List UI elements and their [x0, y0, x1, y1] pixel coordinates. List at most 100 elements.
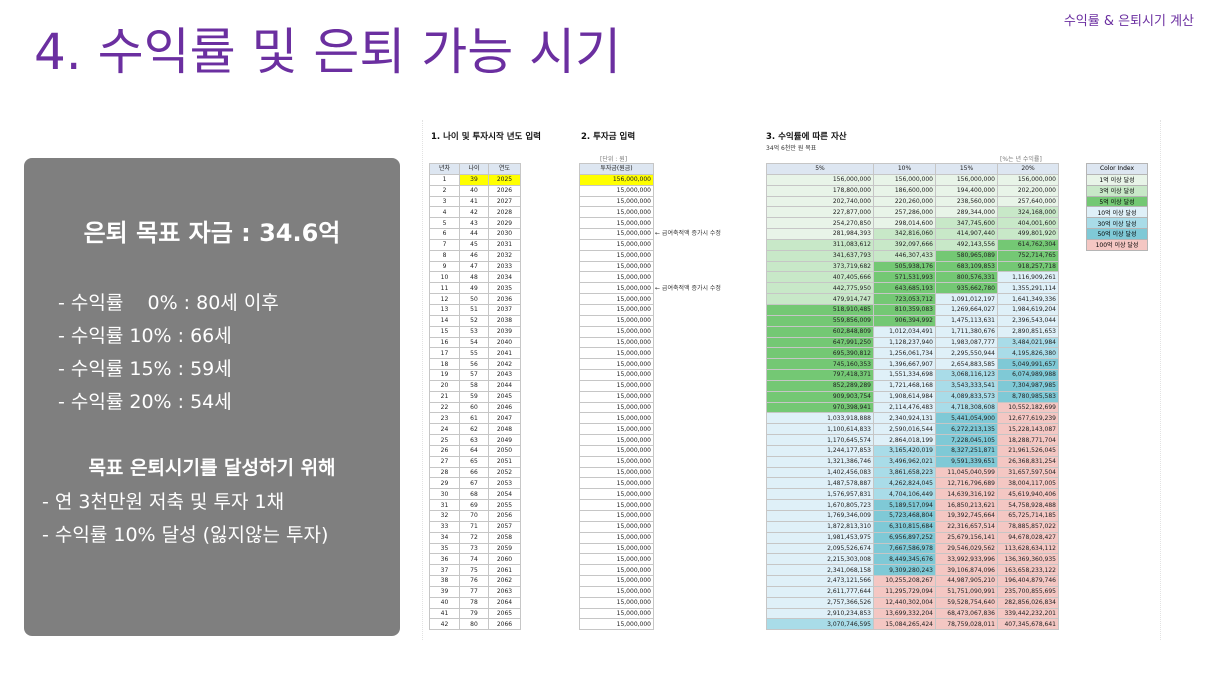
- table-cell: 47: [459, 260, 489, 273]
- table-row: 518,910,485 810,359,083 1,269,664,027 1,984…: [766, 303, 1059, 316]
- column-header: 15%: [935, 163, 998, 175]
- table-row: 15,000,000: [579, 206, 654, 219]
- table-cell: 38,004,117,005: [997, 477, 1059, 490]
- table-row: 15,000,000: [579, 217, 654, 230]
- table-cell: 2048: [488, 423, 521, 436]
- table-cell: 11,045,040,599: [935, 466, 998, 479]
- table-cell: 1,033,918,888: [766, 412, 874, 425]
- table-cell: 8: [429, 249, 460, 262]
- table-cell: 4,262,824,045: [873, 477, 936, 490]
- table-cell: 2,295,550,944: [935, 347, 998, 360]
- table-row: 2,095,526,674 7,667,586,978 29,546,029,562…: [766, 542, 1059, 555]
- table-cell: 26,368,831,254: [997, 455, 1059, 468]
- table-cell: 36: [429, 553, 460, 566]
- table-cell: 15,000,000: [579, 607, 654, 620]
- table-cell: 43: [459, 217, 489, 230]
- legend-header-row: Color Index: [1086, 163, 1148, 175]
- table-cell: 1,981,453,975: [766, 531, 874, 544]
- table-cell: 15,000,000: [579, 314, 654, 327]
- table-cell: 15,000,000: [579, 195, 654, 208]
- table-row: 15,000,000: [579, 195, 654, 208]
- plan-subtitle: 목표 은퇴시기를 달성하기 위해: [88, 457, 336, 479]
- table-cell: 31: [429, 499, 460, 511]
- table-cell: 342,816,060: [873, 228, 936, 240]
- table-cell: 16: [429, 336, 460, 349]
- table-row: 42 80 2066: [429, 618, 521, 631]
- table-cell: 1,170,645,574: [766, 434, 874, 446]
- table-row: 41 79 2065: [429, 607, 521, 620]
- table-cell: 499,801,920: [997, 228, 1059, 240]
- column-header: 투자금(원금): [579, 163, 654, 175]
- table-cell: 13,699,332,204: [873, 607, 936, 620]
- table-cell: 15,000,000: [579, 542, 654, 555]
- table-cell: 163,658,233,122: [997, 564, 1059, 577]
- table-cell: 647,991,250: [766, 336, 874, 349]
- table-cell: 15,000,000: [579, 228, 654, 240]
- table-cell: 51: [459, 303, 489, 316]
- table-cell: 6,310,815,684: [873, 520, 936, 533]
- table-cell: 1,721,468,168: [873, 379, 936, 392]
- table-cell: 341,637,793: [766, 249, 874, 262]
- table-cell: 44: [459, 228, 489, 240]
- legend-item: 50억 이상 달성: [1086, 228, 1148, 240]
- table-row: 15,000,000: [579, 314, 654, 327]
- column-header: 나이: [459, 163, 489, 175]
- table-row: 2,215,303,008 8,449,345,676 33,992,933,996…: [766, 553, 1059, 566]
- table-row: 28 66 2052: [429, 466, 521, 479]
- table-cell: 6,272,213,135: [935, 423, 998, 436]
- table-cell: 14,639,316,192: [935, 488, 998, 501]
- table-cell: 505,938,176: [873, 260, 936, 273]
- table-row: 5 43 2029: [429, 217, 521, 230]
- table-cell: 3,496,962,021: [873, 455, 936, 468]
- unit-label: [단위 : 원]: [600, 156, 628, 163]
- age-year-table: 년차 나이 연도 1 39 2025 2 40 2026 3 41 2027 4 42 2028 5 43 202…: [429, 163, 521, 631]
- table-cell: 62: [459, 423, 489, 436]
- table-cell: 15,000,000: [579, 347, 654, 360]
- rate-line-0: - 수익률 0% : 80세 이후: [58, 292, 279, 314]
- table-cell: 5,723,468,804: [873, 510, 936, 522]
- legend-title: Color Index: [1086, 163, 1148, 175]
- grid-divider: [422, 120, 424, 640]
- table-row: 35 73 2059: [429, 542, 521, 555]
- table-cell: 15,000,000: [579, 184, 654, 197]
- asset-table: 5% 10% 15% 20% 156,000,000 156,000,000 156,000…: [766, 163, 1059, 631]
- table-cell: 8,449,345,676: [873, 553, 936, 566]
- table-cell: 56: [459, 358, 489, 371]
- table-cell: 1,355,291,114: [997, 282, 1059, 295]
- table-row: 15 53 2039: [429, 325, 521, 338]
- table-cell: 156,000,000: [935, 173, 998, 186]
- table-cell: 29: [429, 477, 460, 490]
- table-cell: 14: [429, 314, 460, 327]
- table-row: 15,000,000: [579, 542, 654, 555]
- table-row: 15,000,000: [579, 238, 654, 251]
- table-cell: 347,745,600: [935, 217, 998, 230]
- table-cell: 39: [429, 585, 460, 598]
- table-cell: 1,402,456,083: [766, 466, 874, 479]
- table-row: 15,000,000: [579, 358, 654, 371]
- legend-item: 10억 이상 달성: [1086, 206, 1148, 219]
- section3-subtitle: 34억 6천만 원 목표: [766, 145, 817, 152]
- table-cell: 2055: [488, 499, 521, 511]
- legend-item: 3억 이상 달성: [1086, 184, 1148, 197]
- table-row: 7 45 2031: [429, 238, 521, 251]
- table-cell: 2,340,924,131: [873, 412, 936, 425]
- table-cell: 41: [429, 607, 460, 620]
- table-cell: 257,286,000: [873, 206, 936, 219]
- legend-row: 3억 이상 달성: [1086, 184, 1148, 197]
- table-cell: 15,000,000: [579, 336, 654, 349]
- table-cell: 6,074,989,988: [997, 369, 1059, 381]
- investment-table: 투자금(원금) 156,000,000 15,000,000 15,000,000 15…: [579, 163, 654, 631]
- table-row: 11 49 2035: [429, 282, 521, 295]
- table-cell: 559,856,009: [766, 314, 874, 327]
- table-cell: 7,667,586,978: [873, 542, 936, 555]
- table-row: 25 63 2049: [429, 434, 521, 446]
- table-row: 20 58 2044: [429, 379, 521, 392]
- table-cell: 18,288,771,704: [997, 434, 1059, 446]
- table-cell: 2035: [488, 282, 521, 295]
- table-cell: 414,907,440: [935, 228, 998, 240]
- table-cell: 10: [429, 271, 460, 284]
- table-cell: 571,531,993: [873, 271, 936, 284]
- table-cell: 24: [429, 423, 460, 436]
- table-cell: 15,000,000: [579, 455, 654, 468]
- table-cell: 235,700,855,695: [997, 585, 1059, 598]
